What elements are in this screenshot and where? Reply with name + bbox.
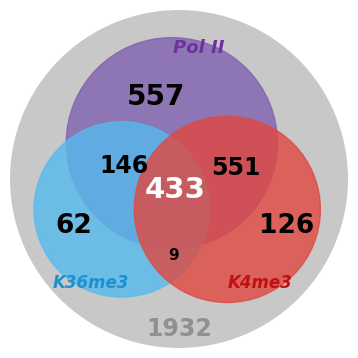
- Text: K4me3: K4me3: [227, 274, 292, 292]
- Text: 1932: 1932: [146, 316, 212, 341]
- Circle shape: [134, 116, 320, 303]
- Text: 146: 146: [99, 154, 148, 179]
- Text: 9: 9: [168, 248, 179, 263]
- Text: Pol II: Pol II: [173, 39, 224, 57]
- Text: 433: 433: [145, 176, 206, 204]
- Circle shape: [66, 38, 277, 249]
- Text: 62: 62: [55, 213, 92, 238]
- Circle shape: [34, 122, 209, 297]
- Text: 551: 551: [212, 156, 261, 180]
- Text: K36me3: K36me3: [53, 274, 130, 292]
- Text: 557: 557: [126, 83, 185, 111]
- Circle shape: [11, 11, 347, 347]
- Text: 126: 126: [259, 213, 314, 238]
